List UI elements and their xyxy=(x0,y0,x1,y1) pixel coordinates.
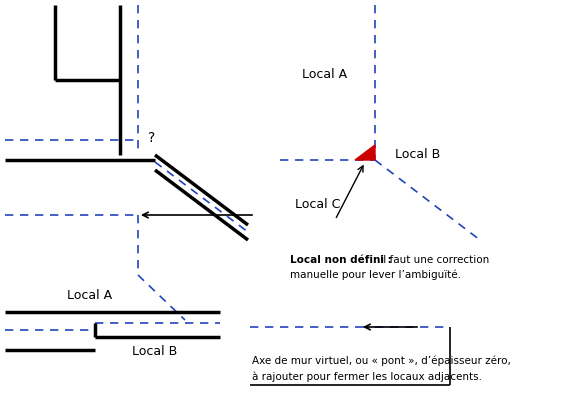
Text: manuelle pour lever l’ambiguïté.: manuelle pour lever l’ambiguïté. xyxy=(290,270,461,280)
Text: Local B: Local B xyxy=(395,149,440,161)
Text: Local B: Local B xyxy=(132,345,177,358)
Text: Axe de mur virtuel, ou « pont », d’épaisseur zéro,: Axe de mur virtuel, ou « pont », d’épais… xyxy=(252,356,511,366)
Text: à rajouter pour fermer les locaux adjacents.: à rajouter pour fermer les locaux adjace… xyxy=(252,372,482,382)
Polygon shape xyxy=(355,145,375,160)
Text: ?: ? xyxy=(148,131,155,145)
Text: Local C: Local C xyxy=(295,198,340,211)
Text: Local A: Local A xyxy=(67,289,113,302)
Text: Local non défini :: Local non défini : xyxy=(290,255,392,265)
Text: Il faut une correction: Il faut une correction xyxy=(377,255,489,265)
Text: Local A: Local A xyxy=(302,69,348,82)
